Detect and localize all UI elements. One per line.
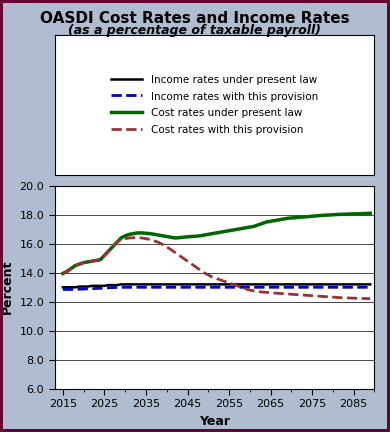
Y-axis label: Percent: Percent (1, 260, 14, 314)
Text: (as a percentage of taxable payroll): (as a percentage of taxable payroll) (69, 24, 321, 37)
Legend: Income rates under present law, Income rates with this provision, Cost rates und: Income rates under present law, Income r… (106, 69, 323, 140)
Text: OASDI Cost Rates and Income Rates: OASDI Cost Rates and Income Rates (40, 11, 350, 26)
X-axis label: Year: Year (199, 415, 230, 428)
